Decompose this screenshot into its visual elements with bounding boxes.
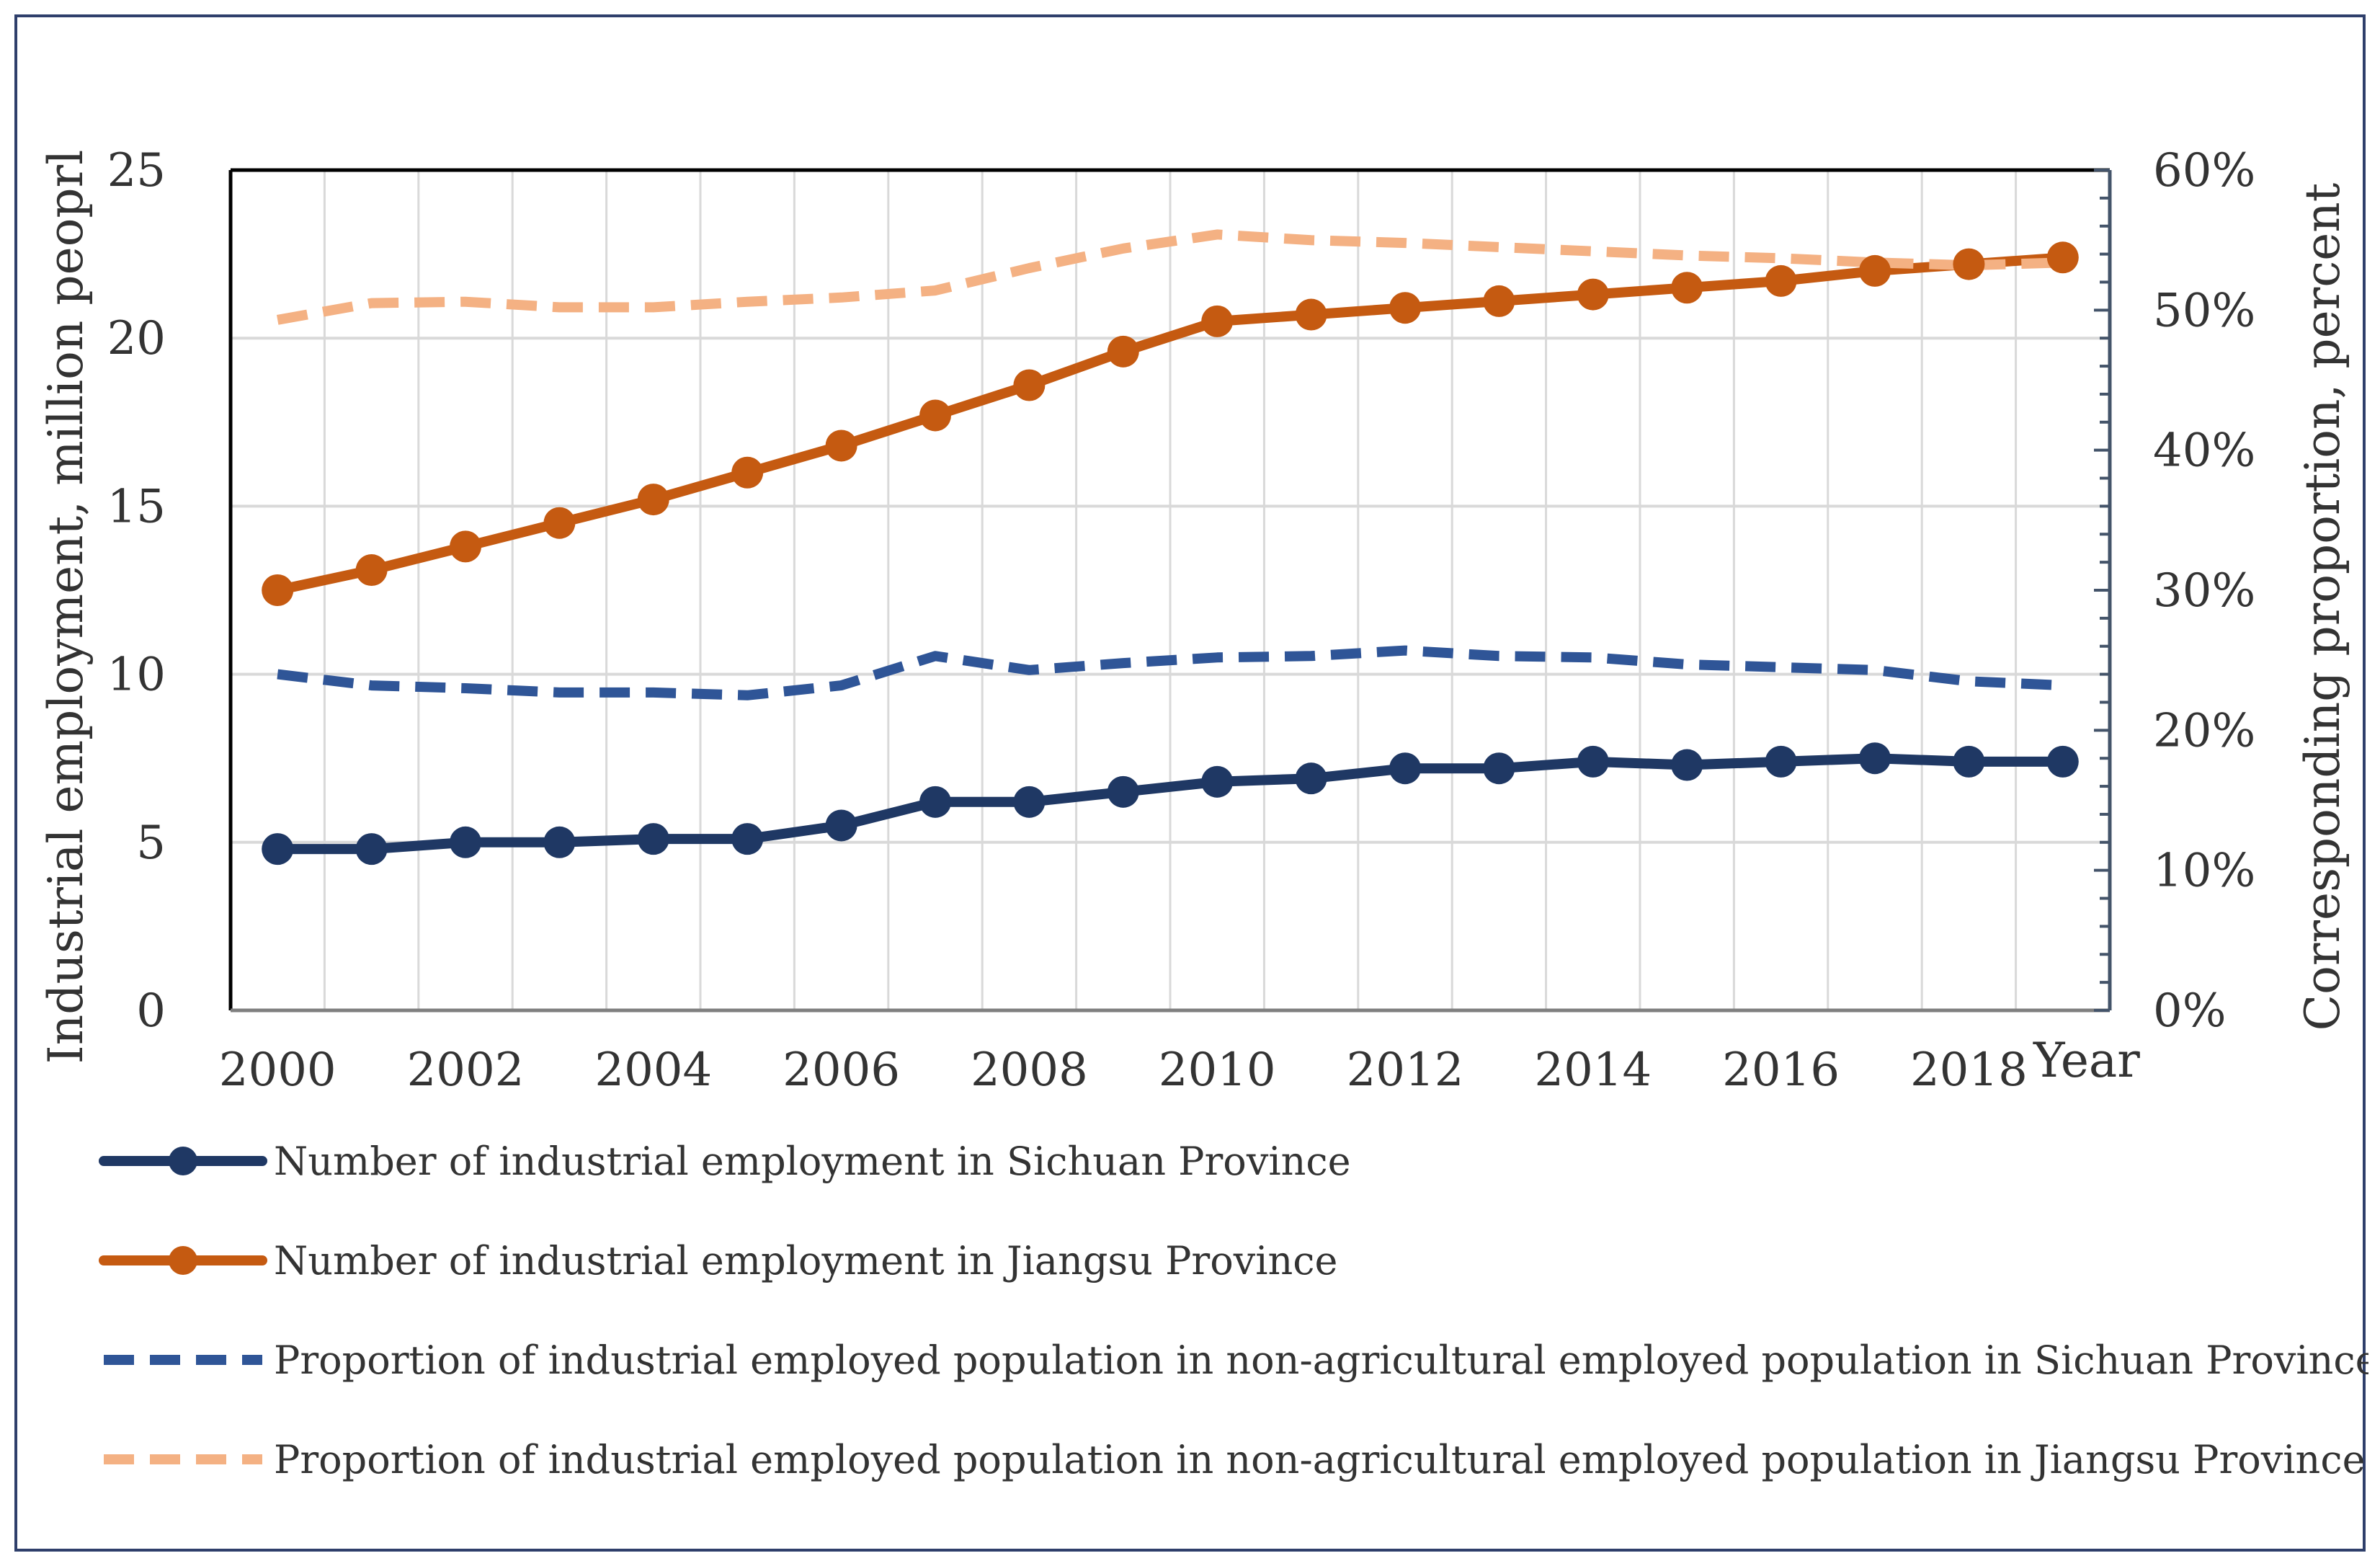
x-tick-label: 2010 [1159,1044,1276,1097]
data-point [1201,765,1234,798]
data-point [355,833,388,866]
series-line-3 [276,229,2064,325]
data-point [1671,749,1703,781]
series-markers [262,241,2079,866]
x-tick-label: 2016 [1722,1044,1840,1097]
series-line-2 [277,645,2064,700]
tick-labels: 0 5 10 15 20 25 0% 10% 20% 30% 40% 50% 60% 2000 2002 20… [107,144,2256,1097]
data-point [543,826,576,858]
x-tick-label: 2014 [1534,1044,1652,1097]
x-tick-label: 2012 [1347,1044,1464,1097]
y-right-tick-label: 50% [2153,284,2255,337]
data-point [1107,775,1139,808]
data-point [1295,762,1327,795]
y-left-tick-label: 20 [107,312,166,365]
data-point [1765,264,1797,297]
data-point [543,507,576,539]
data-point [1483,752,1515,785]
y-right-tick-label: 20% [2153,704,2255,757]
legend-item-jiangsu-employment: Number of industrial employment in Jiang… [99,1238,1337,1284]
data-point [1013,786,1046,818]
data-point [262,833,294,866]
data-point [450,826,481,858]
y-right-tick-label: 40% [2153,424,2255,478]
y-left-tick-label: 15 [107,480,166,533]
x-tick-label: 2004 [594,1044,712,1097]
data-point [919,399,951,432]
data-point [1389,292,1421,324]
y-left-tick-label: 0 [136,984,166,1038]
data-point [1859,742,1891,775]
data-point [825,430,857,462]
data-point [355,554,388,587]
data-point [637,484,669,516]
y-axis-left-label: Industrial employment, million peoprl [38,150,94,1064]
data-point [1013,369,1046,401]
data-point [1295,298,1327,331]
data-point [2046,745,2079,778]
legend-marker-swatch [169,1147,197,1175]
data-point [1671,272,1703,304]
data-point [1953,248,1985,280]
data-point [1765,745,1797,778]
data-point [1107,335,1139,368]
data-point [1483,285,1515,317]
x-axis-label: Year [2033,1033,2140,1088]
data-point [731,456,764,489]
y-right-tick-label: 60% [2153,144,2255,197]
x-tick-label: 2006 [783,1044,900,1097]
data-point [919,786,951,818]
data-point [1577,278,1609,311]
legend-item-sichuan-employment: Number of industrial employment in Sichu… [99,1139,1351,1184]
data-point [2046,241,2079,274]
data-point [1201,305,1234,337]
y-axis-right-label: Corresponding proportion, percent [2295,183,2350,1031]
legend-label: Proportion of industrial employed popula… [274,1437,2366,1482]
legend-label: Number of industrial employment in Jiang… [274,1238,1337,1284]
y-right-tick-label: 0% [2153,984,2227,1038]
y-right-tick-label: 30% [2153,564,2255,618]
data-point [262,574,294,606]
legend: Number of industrial employment in Sichu… [99,1139,2368,1482]
data-point [1389,752,1421,785]
legend-marker-swatch [169,1246,197,1275]
y-left-tick-label: 10 [107,649,166,702]
data-point [1953,745,1985,778]
y-right-tick-label: 10% [2153,845,2255,898]
line-chart: 0 5 10 15 20 25 0% 10% 20% 30% 40% 50% 60% 2000 2002 20… [38,144,2368,1482]
legend-label: Proportion of industrial employed popula… [274,1338,2368,1383]
data-point [450,530,481,563]
y-left-tick-label: 25 [107,144,166,197]
chart-frame: 0 5 10 15 20 25 0% 10% 20% 30% 40% 50% 60% 2000 2002 20… [14,14,2368,1552]
legend-item-sichuan-proportion: Proportion of industrial employed popula… [104,1338,2368,1383]
data-point [637,823,669,855]
legend-item-jiangsu-proportion: Proportion of industrial employed popula… [104,1437,2366,1482]
axes [228,168,2112,1013]
data-point [1859,254,1891,287]
x-tick-label: 2002 [407,1044,525,1097]
data-point [731,823,764,855]
grid [231,169,2110,1010]
x-tick-label: 2000 [219,1044,337,1097]
data-point [1577,745,1609,778]
y-left-tick-label: 5 [136,817,166,870]
data-point [825,809,857,842]
x-tick-label: 2018 [1910,1044,2028,1097]
x-tick-label: 2008 [971,1044,1088,1097]
legend-label: Number of industrial employment in Sichu… [274,1139,1351,1184]
